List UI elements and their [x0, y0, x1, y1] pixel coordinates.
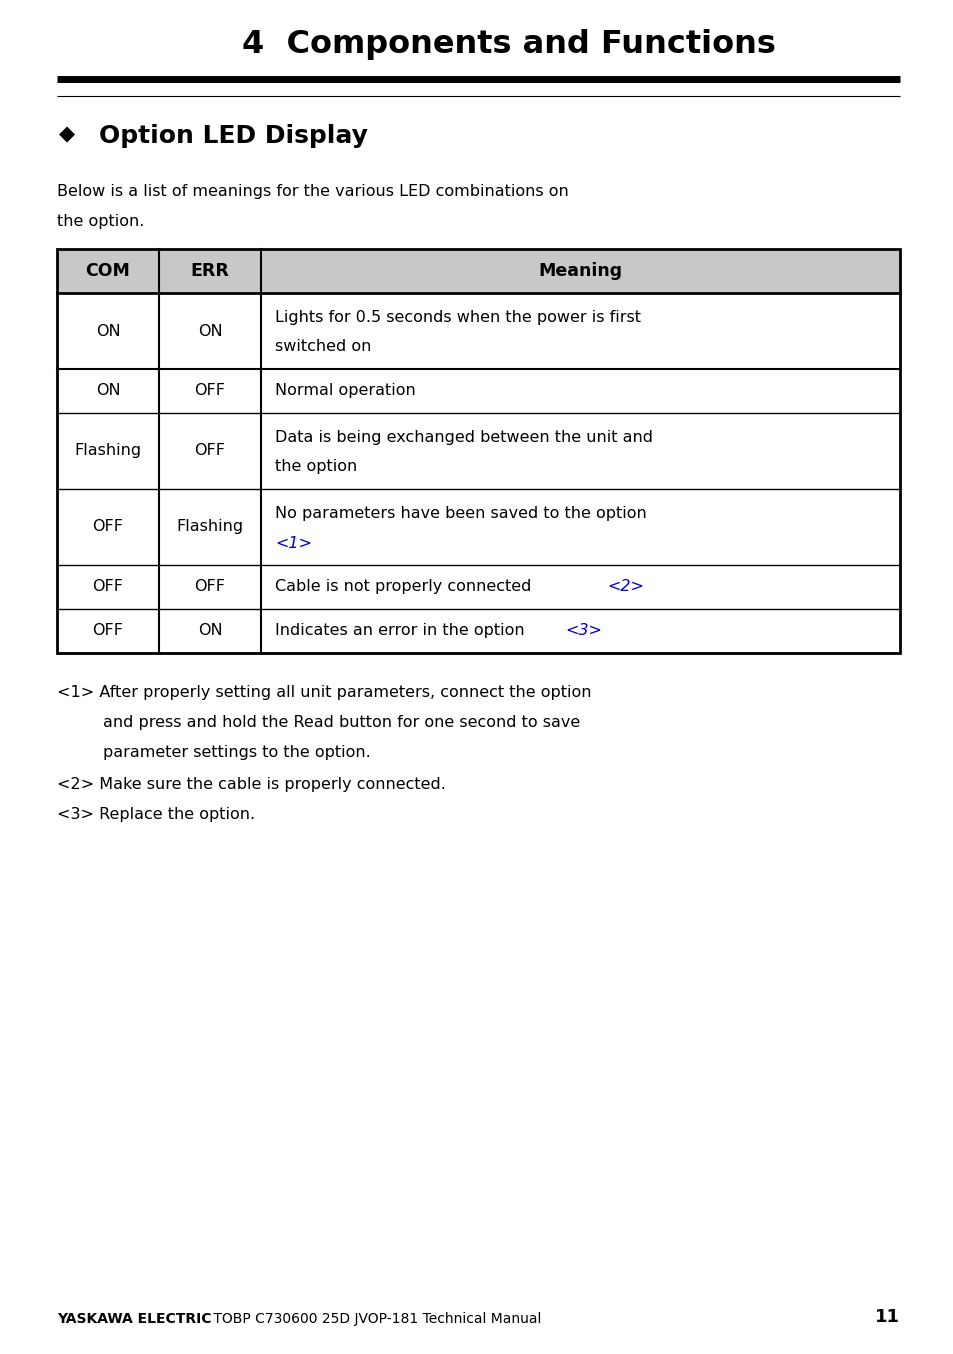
Text: ON: ON: [95, 324, 120, 338]
Text: Data is being exchanged between the unit and: Data is being exchanged between the unit…: [274, 431, 652, 445]
Text: COM: COM: [86, 263, 131, 280]
Text: <2>: <2>: [606, 580, 643, 594]
Text: ◆: ◆: [59, 125, 75, 144]
Text: ON: ON: [197, 623, 222, 639]
Text: OFF: OFF: [194, 383, 225, 398]
Text: TOBP C730600 25D JVOP-181 Technical Manual: TOBP C730600 25D JVOP-181 Technical Manu…: [209, 1312, 540, 1326]
Text: Lights for 0.5 seconds when the power is first: Lights for 0.5 seconds when the power is…: [274, 310, 640, 325]
Text: Meaning: Meaning: [537, 263, 622, 280]
Text: the option.: the option.: [57, 214, 144, 229]
Text: ON: ON: [95, 383, 120, 398]
Text: OFF: OFF: [194, 580, 225, 594]
Text: <2> Make sure the cable is properly connected.: <2> Make sure the cable is properly conn…: [57, 777, 445, 792]
Text: <3> Replace the option.: <3> Replace the option.: [57, 807, 254, 822]
Text: 4  Components and Functions: 4 Components and Functions: [241, 28, 775, 60]
Text: switched on: switched on: [274, 338, 371, 353]
Text: Option LED Display: Option LED Display: [99, 125, 368, 148]
Text: Flashing: Flashing: [176, 520, 243, 535]
Text: 11: 11: [874, 1308, 899, 1326]
Bar: [57, 249, 899, 653]
Text: parameter settings to the option.: parameter settings to the option.: [103, 745, 371, 760]
Text: Cable is not properly connected: Cable is not properly connected: [274, 580, 536, 594]
Text: Flashing: Flashing: [74, 444, 141, 459]
Text: the option: the option: [274, 459, 356, 474]
Text: ERR: ERR: [191, 263, 230, 280]
Text: ON: ON: [197, 324, 222, 338]
Text: Below is a list of meanings for the various LED combinations on: Below is a list of meanings for the vari…: [57, 184, 568, 199]
Text: <3>: <3>: [564, 623, 601, 639]
Text: <1>: <1>: [274, 536, 312, 551]
Text: YASKAWA ELECTRIC: YASKAWA ELECTRIC: [57, 1312, 212, 1326]
Bar: [57, 249, 899, 292]
Text: OFF: OFF: [194, 444, 225, 459]
Text: OFF: OFF: [92, 623, 123, 639]
Text: and press and hold the Read button for one second to save: and press and hold the Read button for o…: [103, 715, 579, 730]
Text: <1> After properly setting all unit parameters, connect the option: <1> After properly setting all unit para…: [57, 685, 591, 700]
Text: OFF: OFF: [92, 580, 123, 594]
Text: Normal operation: Normal operation: [274, 383, 416, 398]
Text: OFF: OFF: [92, 520, 123, 535]
Text: Indicates an error in the option: Indicates an error in the option: [274, 623, 529, 639]
Text: No parameters have been saved to the option: No parameters have been saved to the opt…: [274, 506, 646, 521]
